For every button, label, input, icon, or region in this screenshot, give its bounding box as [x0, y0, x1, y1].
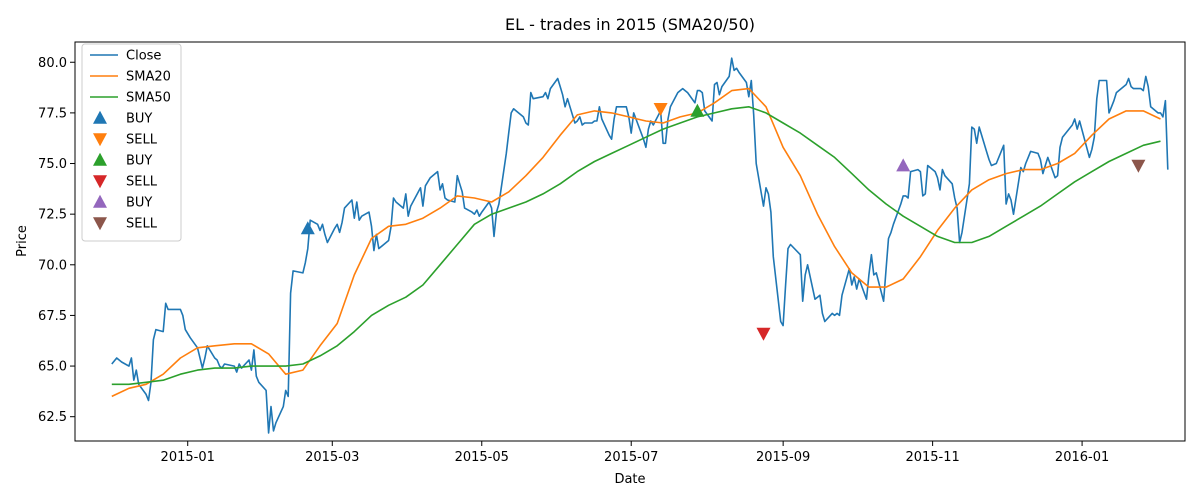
legend-label: SMA20: [126, 70, 171, 85]
series-line-close: [111, 57, 1169, 434]
x-tick-label: 2015-03: [305, 450, 359, 465]
legend-box: [81, 43, 182, 242]
legend-label: BUY: [126, 196, 152, 211]
trade-marker-buy-1: [300, 221, 315, 235]
series-line-sma20: [111, 87, 1161, 398]
legend: Close SMA20 SMA50 BUY SELL BUY SELL BUY SELL: [81, 43, 182, 242]
x-tick-label: 2015-01: [161, 450, 215, 465]
series-line-sma50: [111, 106, 1161, 386]
legend-swatch-buy: [93, 194, 107, 208]
chart-title: EL - trades in 2015 (SMA20/50): [505, 15, 755, 34]
plot-area: [111, 57, 1169, 434]
y-tick-label: 70.0: [38, 258, 67, 273]
x-tick-label: 2016-01: [1055, 450, 1109, 465]
legend-swatch-sell: [93, 175, 107, 189]
y-tick-label: 72.5: [38, 208, 67, 223]
legend-swatch-buy: [93, 152, 107, 166]
y-axis-label: Price: [15, 225, 30, 257]
trade-marker-sell-6: [1131, 159, 1146, 173]
trade-marker-buy-5: [896, 158, 911, 172]
y-tick-label: 77.5: [38, 106, 67, 121]
trade-marker-sell-4: [756, 327, 771, 341]
plot-frame: [74, 41, 1186, 442]
trade-marker-sell-2: [653, 103, 668, 116]
legend-label: SMA50: [126, 91, 171, 106]
trade-marker-buy-3: [690, 103, 705, 117]
legend-label: SELL: [126, 175, 158, 190]
y-tick-label: 65.0: [38, 360, 67, 375]
x-tick-label: 2015-07: [604, 450, 658, 465]
legend-label: Close: [126, 49, 161, 64]
legend-label: BUY: [126, 112, 152, 127]
x-tick-label: 2015-09: [756, 450, 810, 465]
y-axis: 62.5 65.0 67.5 70.0 72.5 75.0 77.5 80.0: [38, 56, 75, 425]
y-tick-label: 75.0: [38, 157, 67, 172]
x-axis: 2015-01 2015-03 2015-05 2015-07 2015-09 2015-…: [161, 441, 1109, 465]
legend-swatch-sell: [93, 217, 107, 231]
y-tick-label: 67.5: [38, 309, 67, 324]
x-tick-label: 2015-11: [905, 450, 959, 465]
legend-swatch-buy: [93, 110, 107, 124]
x-tick-label: 2015-05: [455, 450, 509, 465]
legend-swatch-sell: [93, 133, 107, 147]
x-axis-label: Date: [614, 472, 645, 487]
y-tick-label: 80.0: [38, 56, 67, 71]
legend-label: BUY: [126, 154, 152, 169]
y-tick-label: 62.5: [38, 410, 67, 425]
legend-label: SELL: [126, 133, 158, 148]
legend-label: SELL: [126, 217, 158, 232]
